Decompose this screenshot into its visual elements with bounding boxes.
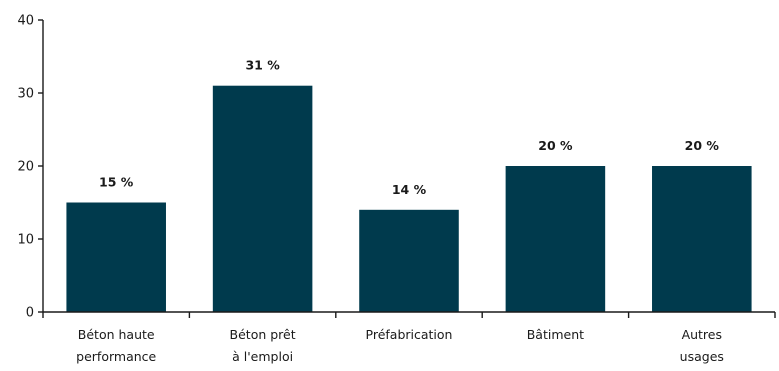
data-label: 20 % xyxy=(538,138,573,153)
y-axis: 0 10 20 30 40 xyxy=(17,14,44,321)
bar xyxy=(66,202,166,312)
x-tick-label: Béton haute performance xyxy=(76,327,156,364)
bar xyxy=(652,166,752,312)
data-label: 20 % xyxy=(685,138,720,153)
bars-group: 15 % 31 % 14 % 20 % 20 % xyxy=(66,58,752,312)
bar xyxy=(359,209,459,312)
y-tick-label: 0 xyxy=(26,306,34,321)
x-tick-label: Préfabrication xyxy=(366,327,453,342)
bar xyxy=(212,85,313,312)
bar xyxy=(505,166,606,312)
data-label: 14 % xyxy=(392,182,427,197)
y-tick-label: 40 xyxy=(17,14,34,29)
data-label: 15 % xyxy=(99,175,134,190)
x-tick-label: Autres usages xyxy=(680,327,724,364)
y-tick-label: 10 xyxy=(17,233,34,248)
y-tick-label: 30 xyxy=(17,87,34,102)
x-tick-label: Béton prêt à l'emploi xyxy=(230,327,296,364)
data-label: 31 % xyxy=(245,58,280,73)
x-tick-label: Bâtiment xyxy=(527,327,584,342)
y-tick-label: 20 xyxy=(17,160,34,175)
x-axis: Béton haute performance Béton prêt à l'empl… xyxy=(42,311,776,364)
